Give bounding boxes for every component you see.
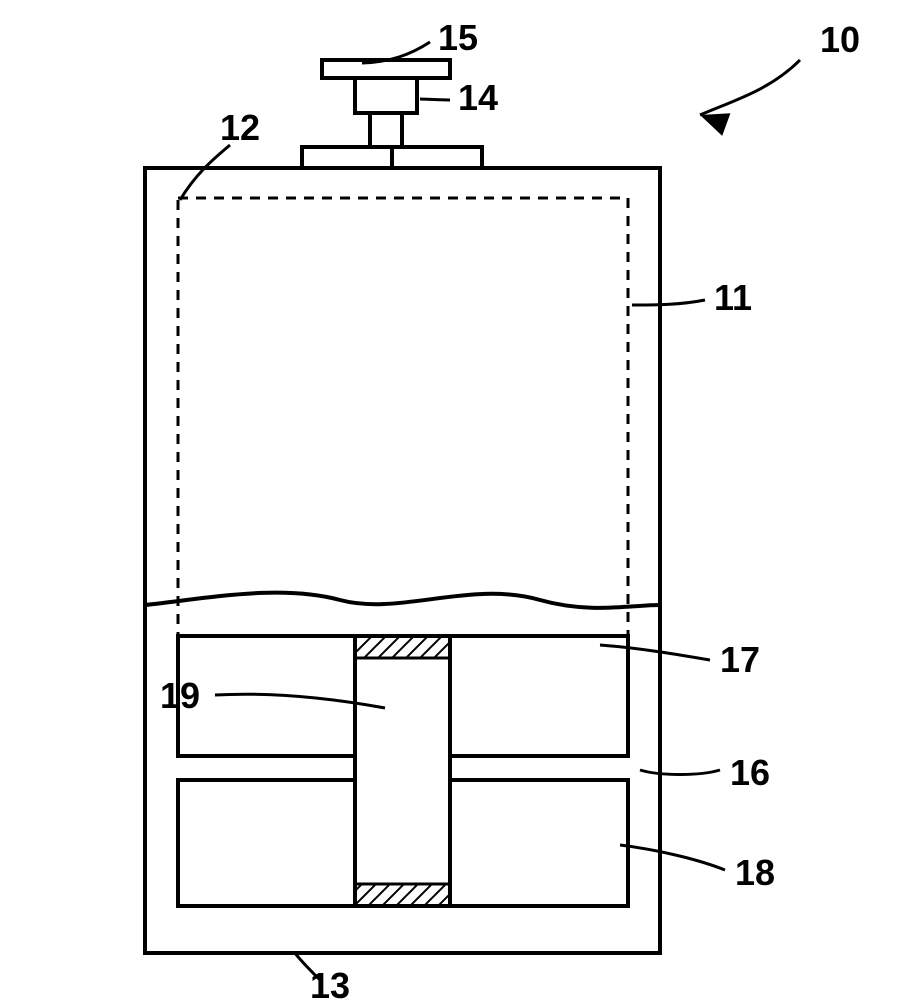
inner-dashed-boundary (178, 198, 628, 708)
lead-l18 (620, 845, 725, 870)
label-12: 12 (220, 107, 260, 148)
lead-l14 (420, 99, 450, 100)
label-13: 13 (310, 965, 350, 1000)
label-10: 10 (820, 19, 860, 60)
center-column (355, 636, 450, 906)
lead-l16 (640, 770, 720, 775)
label-17: 17 (720, 639, 760, 680)
label-15: 15 (438, 17, 478, 58)
label-11: 11 (714, 277, 752, 318)
hatch-bottom (355, 884, 450, 906)
top-cap (322, 60, 450, 78)
label-18: 18 (735, 852, 775, 893)
lead-l11 (632, 300, 705, 305)
lead-l12 (180, 145, 230, 200)
arrow-10 (700, 113, 730, 136)
liquid-surface (145, 593, 660, 608)
top-body (355, 78, 417, 113)
lead-l10 (700, 60, 800, 115)
hatch-top (355, 636, 450, 658)
label-14: 14 (458, 77, 498, 118)
top-neck (370, 113, 402, 147)
label-19: 19 (160, 675, 200, 716)
label-16: 16 (730, 752, 770, 793)
technical-diagram: 10 15 14 12 11 19 17 16 18 13 (0, 0, 906, 1000)
